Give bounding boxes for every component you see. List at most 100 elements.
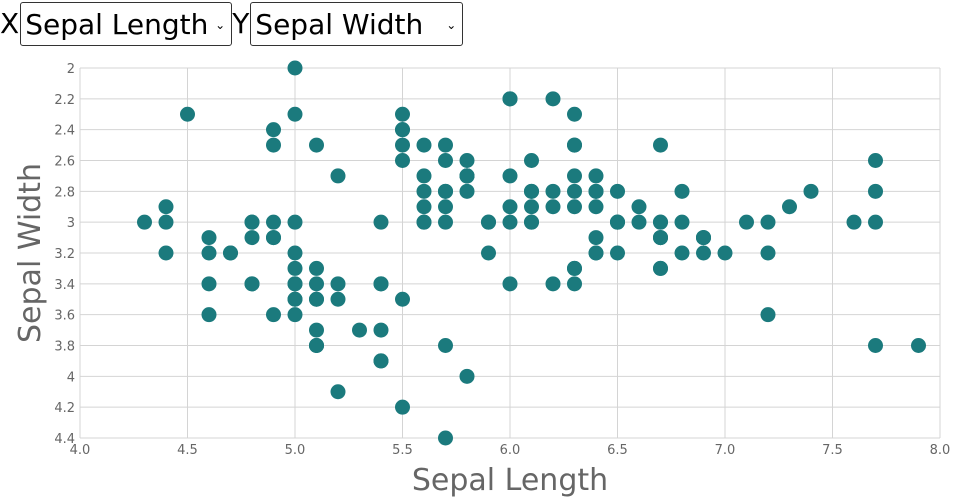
y-tick-label: 4.2	[54, 401, 75, 416]
data-point	[760, 245, 776, 261]
data-point	[524, 183, 539, 199]
data-point	[416, 168, 432, 184]
data-point	[330, 384, 346, 400]
x-tick-label: 8.0	[930, 443, 951, 458]
data-point	[330, 276, 346, 292]
data-point	[309, 338, 324, 353]
data-point	[438, 430, 453, 446]
data-point	[911, 338, 926, 353]
data-point	[309, 291, 324, 307]
data-point	[739, 214, 754, 230]
data-point	[588, 245, 604, 261]
y-axis-select[interactable]: Sepal Width ⌄	[250, 2, 464, 46]
data-point	[567, 276, 582, 292]
x-tick-label: 5.0	[285, 443, 306, 458]
data-point	[395, 291, 410, 307]
data-point	[610, 245, 625, 261]
data-point	[567, 168, 582, 184]
x-tick-label: 7.5	[822, 443, 843, 458]
data-point	[545, 276, 561, 292]
data-point	[760, 214, 776, 230]
data-point	[158, 214, 174, 230]
data-point	[244, 276, 260, 292]
data-point	[696, 230, 711, 246]
data-point	[481, 245, 496, 261]
data-point	[287, 291, 303, 307]
data-points	[137, 60, 926, 446]
data-point	[567, 106, 582, 122]
data-point	[610, 183, 625, 199]
data-point	[244, 214, 260, 230]
data-point	[696, 245, 711, 261]
data-point	[309, 322, 324, 338]
data-point	[395, 106, 410, 122]
data-point	[201, 245, 217, 261]
data-point	[395, 153, 410, 168]
data-point	[545, 91, 561, 107]
data-point	[868, 153, 883, 168]
data-point	[266, 214, 281, 230]
data-point	[545, 183, 561, 199]
data-point	[846, 214, 862, 230]
data-point	[717, 245, 733, 261]
data-point	[309, 260, 324, 276]
y-tick-label: 4	[67, 370, 75, 385]
data-point	[352, 322, 367, 338]
data-point	[373, 276, 389, 292]
data-point	[201, 307, 217, 323]
y-axis-title: Sepal Width	[13, 163, 48, 343]
data-point	[588, 230, 604, 246]
tick-labels: 4.0 4.5 5.0 5.5 6.0 6.5 7.0 7.5 8.0 2 2.2 2.4 2.6 2.8…	[54, 62, 950, 458]
data-point	[137, 214, 152, 230]
data-point	[502, 199, 518, 215]
data-point	[674, 245, 690, 261]
data-point	[868, 183, 883, 199]
data-point	[266, 307, 281, 323]
x-tick-label: 6.5	[607, 443, 628, 458]
data-point	[201, 276, 217, 292]
x-axis-select[interactable]: Sepal Length ⌄	[20, 2, 233, 46]
data-point	[287, 307, 303, 323]
chevron-down-icon: ⌄	[215, 18, 226, 32]
data-point	[266, 122, 281, 138]
data-point	[459, 168, 475, 184]
data-point	[180, 106, 195, 122]
data-point	[309, 276, 324, 292]
y-tick-label: 3.2	[54, 247, 75, 262]
x-tick-label: 4.0	[70, 443, 91, 458]
data-point	[653, 137, 668, 153]
data-point	[674, 214, 690, 230]
data-point	[567, 183, 582, 199]
data-point	[502, 168, 518, 184]
y-tick-label: 2.4	[54, 124, 75, 139]
chevron-down-icon: ⌄	[446, 18, 457, 32]
data-point	[266, 137, 281, 153]
y-tick-label: 3.8	[54, 340, 75, 355]
y-tick-label: 3	[67, 216, 75, 231]
data-point	[760, 307, 776, 323]
data-point	[287, 276, 303, 292]
data-point	[459, 368, 475, 384]
data-point	[631, 214, 647, 230]
x-axis-title: Sepal Length	[412, 463, 608, 498]
data-point	[588, 183, 604, 199]
data-point	[524, 199, 539, 215]
x-axis-select-value: Sepal Length	[25, 7, 209, 41]
data-point	[502, 214, 518, 230]
data-point	[524, 214, 539, 230]
data-point	[416, 183, 432, 199]
data-point	[244, 230, 260, 246]
data-point	[438, 153, 453, 168]
data-point	[481, 214, 496, 230]
y-tick-label: 2	[67, 62, 75, 77]
data-point	[287, 214, 303, 230]
data-point	[459, 183, 475, 199]
data-point	[158, 199, 174, 215]
data-point	[416, 137, 432, 153]
data-point	[567, 137, 582, 153]
data-point	[395, 399, 410, 415]
data-point	[266, 230, 281, 246]
data-point	[416, 199, 432, 215]
data-point	[674, 183, 690, 199]
